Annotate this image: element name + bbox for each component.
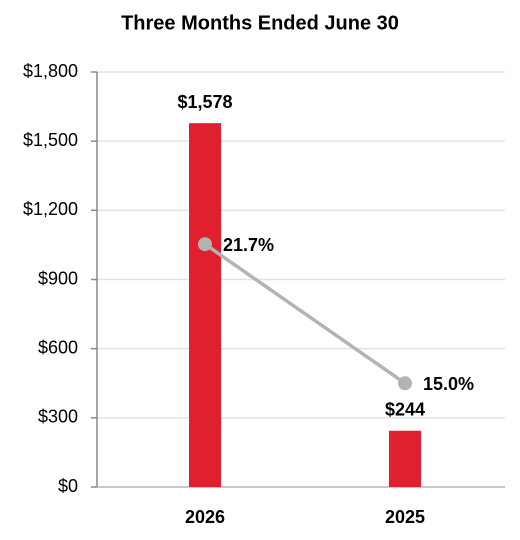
line-value-label: 15.0% [423,374,474,394]
line-point [398,376,412,391]
line-point [198,237,212,252]
chart-title: Three Months Ended June 30 [121,12,399,34]
y-tick-label: $300 [38,407,78,427]
bar-value-label: $244 [385,399,425,419]
bar [189,123,221,487]
y-tick-label: $900 [38,268,78,288]
y-tick-label: $1,800 [23,61,78,81]
y-tick-label: $0 [58,476,78,496]
y-tick-label: $1,500 [23,130,78,150]
line-value-label: 21.7% [223,235,274,255]
x-tick-label: 2026 [185,507,225,527]
y-tick-label: $1,200 [23,199,78,219]
bar-value-label: $1,578 [177,92,232,112]
line [204,242,406,385]
y-tick-label: $600 [38,337,78,357]
x-tick-label: 2025 [385,507,425,527]
bar [389,430,421,487]
